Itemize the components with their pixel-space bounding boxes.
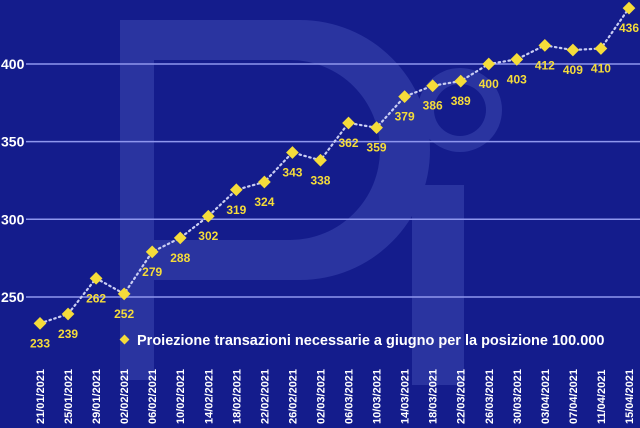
data-point-diamond (61, 307, 75, 321)
data-value-label: 389 (451, 94, 471, 108)
x-tick-label: 15/04/2021 (624, 369, 636, 424)
series-line (38, 6, 631, 325)
data-point-diamond (566, 43, 580, 57)
x-tick-label: 10/03/2021 (372, 369, 384, 424)
data-value-label: 359 (367, 141, 387, 155)
data-point-diamond (201, 209, 215, 223)
data-point-diamond (594, 42, 608, 55)
data-value-label: 386 (423, 99, 443, 113)
data-value-label: 436 (619, 21, 639, 35)
data-point-diamond (89, 271, 103, 285)
data-value-label: 403 (507, 72, 527, 86)
x-tick-label: 26/03/2021 (484, 369, 496, 424)
y-tick-label: 250 (1, 289, 25, 305)
x-tick-label: 22/03/2021 (456, 369, 468, 424)
x-tick-label: 11/04/2021 (596, 370, 608, 424)
data-value-label: 302 (198, 229, 218, 243)
data-point-diamond (286, 146, 299, 159)
data-point-diamond (314, 153, 327, 167)
data-point-diamond (538, 39, 552, 52)
data-point-diamond (145, 245, 159, 259)
y-tick-label: 400 (1, 56, 25, 72)
data-value-label: 239 (58, 327, 78, 341)
legend-label: Proiezione transazioni necessarie a giug… (137, 333, 604, 349)
data-value-label: 262 (86, 291, 106, 305)
data-value-label: 279 (142, 265, 162, 279)
x-tick-label: 18/03/2021 (428, 369, 440, 424)
data-value-label: 362 (339, 136, 359, 150)
data-value-label: 319 (226, 203, 246, 217)
x-tick-label: 10/02/2021 (175, 369, 187, 424)
data-value-label: 233 (30, 336, 50, 350)
data-point-diamond (117, 287, 131, 301)
data-point-diamond (258, 175, 271, 189)
y-tick-label: 350 (1, 134, 25, 150)
legend: Proiezione transazioni necessarie a giug… (119, 333, 604, 349)
x-tick-label: 21/01/2021 (35, 369, 47, 424)
x-tick-label: 03/04/2021 (540, 369, 552, 424)
data-point-diamond (622, 1, 636, 15)
data-point-diamond (398, 90, 411, 103)
data-point-diamond (173, 231, 187, 245)
x-tick-label: 06/03/2021 (344, 369, 356, 424)
data-point-diamond (229, 183, 243, 197)
x-tick-label: 18/02/2021 (231, 369, 243, 424)
data-point-diamond (33, 316, 47, 330)
x-tick-label: 06/02/2021 (147, 369, 159, 424)
data-value-label: 409 (563, 63, 583, 77)
x-tick-label: 25/01/2021 (63, 369, 75, 424)
x-tick-label: 02/02/2021 (119, 369, 131, 424)
data-value-label: 338 (310, 173, 330, 187)
x-tick-label: 14/02/2021 (203, 369, 215, 424)
data-value-label: 343 (282, 166, 302, 180)
x-tick-label: 30/03/2021 (512, 369, 524, 424)
data-value-label: 288 (170, 251, 190, 265)
x-tick-label: 14/03/2021 (400, 369, 412, 424)
data-value-label: 410 (591, 61, 611, 75)
data-value-label: 252 (114, 307, 134, 321)
x-tick-label: 22/02/2021 (259, 369, 271, 424)
x-tick-label: 29/01/2021 (91, 369, 103, 424)
data-point-diamond (482, 57, 496, 71)
data-value-label: 324 (254, 195, 274, 209)
data-value-label: 379 (395, 110, 415, 124)
x-tick-label: 02/03/2021 (315, 369, 327, 424)
data-point-diamond (426, 79, 440, 93)
data-point-diamond (454, 74, 468, 88)
data-point-diamond (370, 121, 383, 135)
x-tick-label: 07/04/2021 (568, 369, 580, 424)
x-tick-label: 26/02/2021 (287, 369, 299, 424)
data-point-diamond (342, 116, 355, 130)
y-tick-label: 300 (1, 211, 25, 227)
data-value-label: 412 (535, 58, 555, 72)
watermark-logo (120, 20, 502, 385)
data-value-label: 400 (479, 77, 499, 91)
